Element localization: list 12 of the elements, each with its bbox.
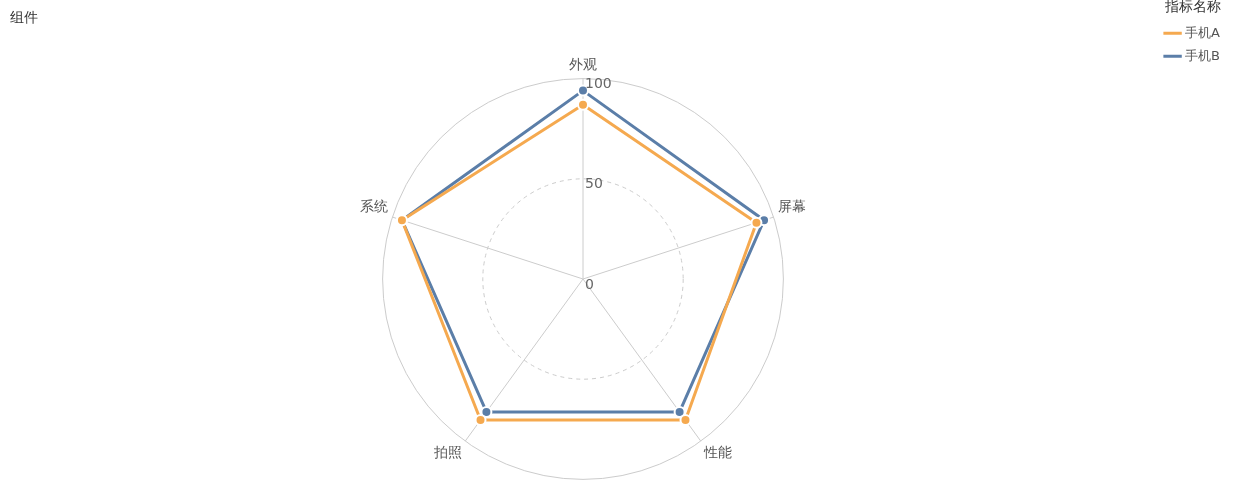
spoke-label: 拍照: [433, 444, 463, 461]
spoke-label: 性能: [702, 444, 732, 461]
y-tick-label: 100: [585, 75, 612, 92]
spoke-label: 外观: [569, 55, 597, 72]
spoke-label: 屏幕: [778, 197, 807, 214]
legend-title: 指标名称: [1164, 0, 1222, 14]
y-tick-label: 50: [585, 175, 603, 192]
legend-label: 手机A: [1185, 24, 1221, 40]
legend-label: 手机B: [1185, 47, 1220, 63]
spoke-label: 系统: [359, 197, 388, 214]
y-tick-label: 0: [585, 275, 594, 292]
text: 组件: [10, 9, 38, 26]
